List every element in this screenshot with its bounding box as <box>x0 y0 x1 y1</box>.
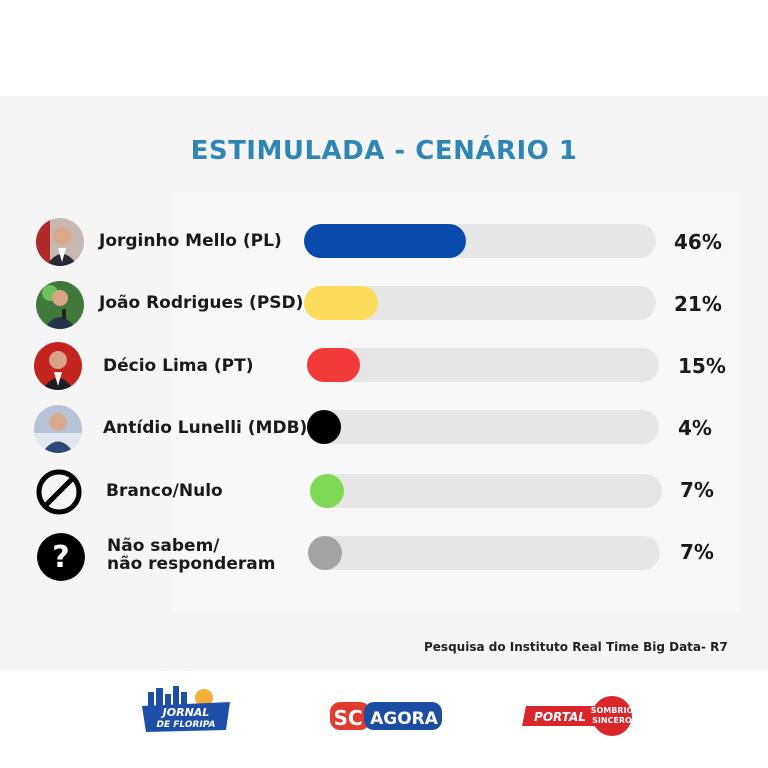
svg-text:SOMBRIO: SOMBRIO <box>591 706 634 715</box>
category-label-line1: Não sabem/ <box>107 536 220 556</box>
svg-text:AGORA: AGORA <box>370 709 439 729</box>
svg-text:?: ? <box>52 540 69 575</box>
bar-row-decio: Décio Lima (PT) 15% <box>0 340 768 390</box>
bar-track <box>307 410 659 444</box>
portal-sombrio-sincero-logo: PORTAL SOMBRIO SINCERO <box>520 692 634 744</box>
value-label: 21% <box>674 292 722 316</box>
bar-row-branco-nulo: Branco/Nulo 7% <box>0 466 768 516</box>
svg-text:SINCERO: SINCERO <box>592 716 632 725</box>
value-label: 15% <box>678 354 726 378</box>
bar-track <box>307 348 659 382</box>
category-label: Jorginho Mello (PL) <box>99 231 282 251</box>
category-label: Antídio Lunelli (MDB) <box>103 418 308 438</box>
candidate-photo-jorginho <box>36 218 84 266</box>
bar-branco-nulo <box>310 474 344 508</box>
bar-track <box>304 286 656 320</box>
bar-decio <box>307 348 360 382</box>
svg-text:JORNAL: JORNAL <box>161 706 210 719</box>
question-mark-icon: ? <box>37 533 85 581</box>
chart-title: ESTIMULADA - CENÁRIO 1 <box>190 136 578 166</box>
svg-text:SC: SC <box>333 706 362 730</box>
candidate-photo-joao <box>36 281 84 329</box>
category-label: João Rodrigues (PSD) <box>99 293 304 313</box>
svg-text:DE FLORIPA: DE FLORIPA <box>157 720 216 730</box>
value-label: 46% <box>674 230 722 254</box>
category-label: Não sabem/ não responderam <box>107 537 275 573</box>
bar-nao-sabem <box>308 536 342 570</box>
bar-joao <box>304 286 378 320</box>
bar-row-jorginho: Jorginho Mello (PL) 46% <box>0 216 768 266</box>
candidate-photo-antidio <box>34 405 82 453</box>
category-label: Branco/Nulo <box>106 481 223 501</box>
bar-row-antidio: Antídio Lunelli (MDB) 4% <box>0 402 768 453</box>
jornal-de-floripa-logo: JORNAL DE FLORIPA <box>140 686 236 738</box>
category-label: Décio Lima (PT) <box>103 356 254 376</box>
bar-jorginho <box>304 224 466 258</box>
svg-text:PORTAL: PORTAL <box>534 710 586 724</box>
prohibited-icon <box>35 468 83 516</box>
category-label-line2: não responderam <box>107 554 276 574</box>
value-label: 7% <box>680 540 714 564</box>
bar-track <box>304 224 656 258</box>
source-note: Pesquisa do Instituto Real Time Big Data… <box>424 640 728 654</box>
bar-row-nao-sabem: ? Não sabem/ não responderam 7% <box>0 528 768 581</box>
bar-track <box>308 536 660 570</box>
candidate-photo-decio <box>34 342 82 390</box>
bar-antidio <box>307 410 341 444</box>
value-label: 4% <box>678 416 712 440</box>
sc-agora-logo: SC AGORA <box>330 700 442 736</box>
bar-row-joao: João Rodrigues (PSD) 21% <box>0 278 768 329</box>
bar-track <box>310 474 662 508</box>
value-label: 7% <box>680 478 714 502</box>
